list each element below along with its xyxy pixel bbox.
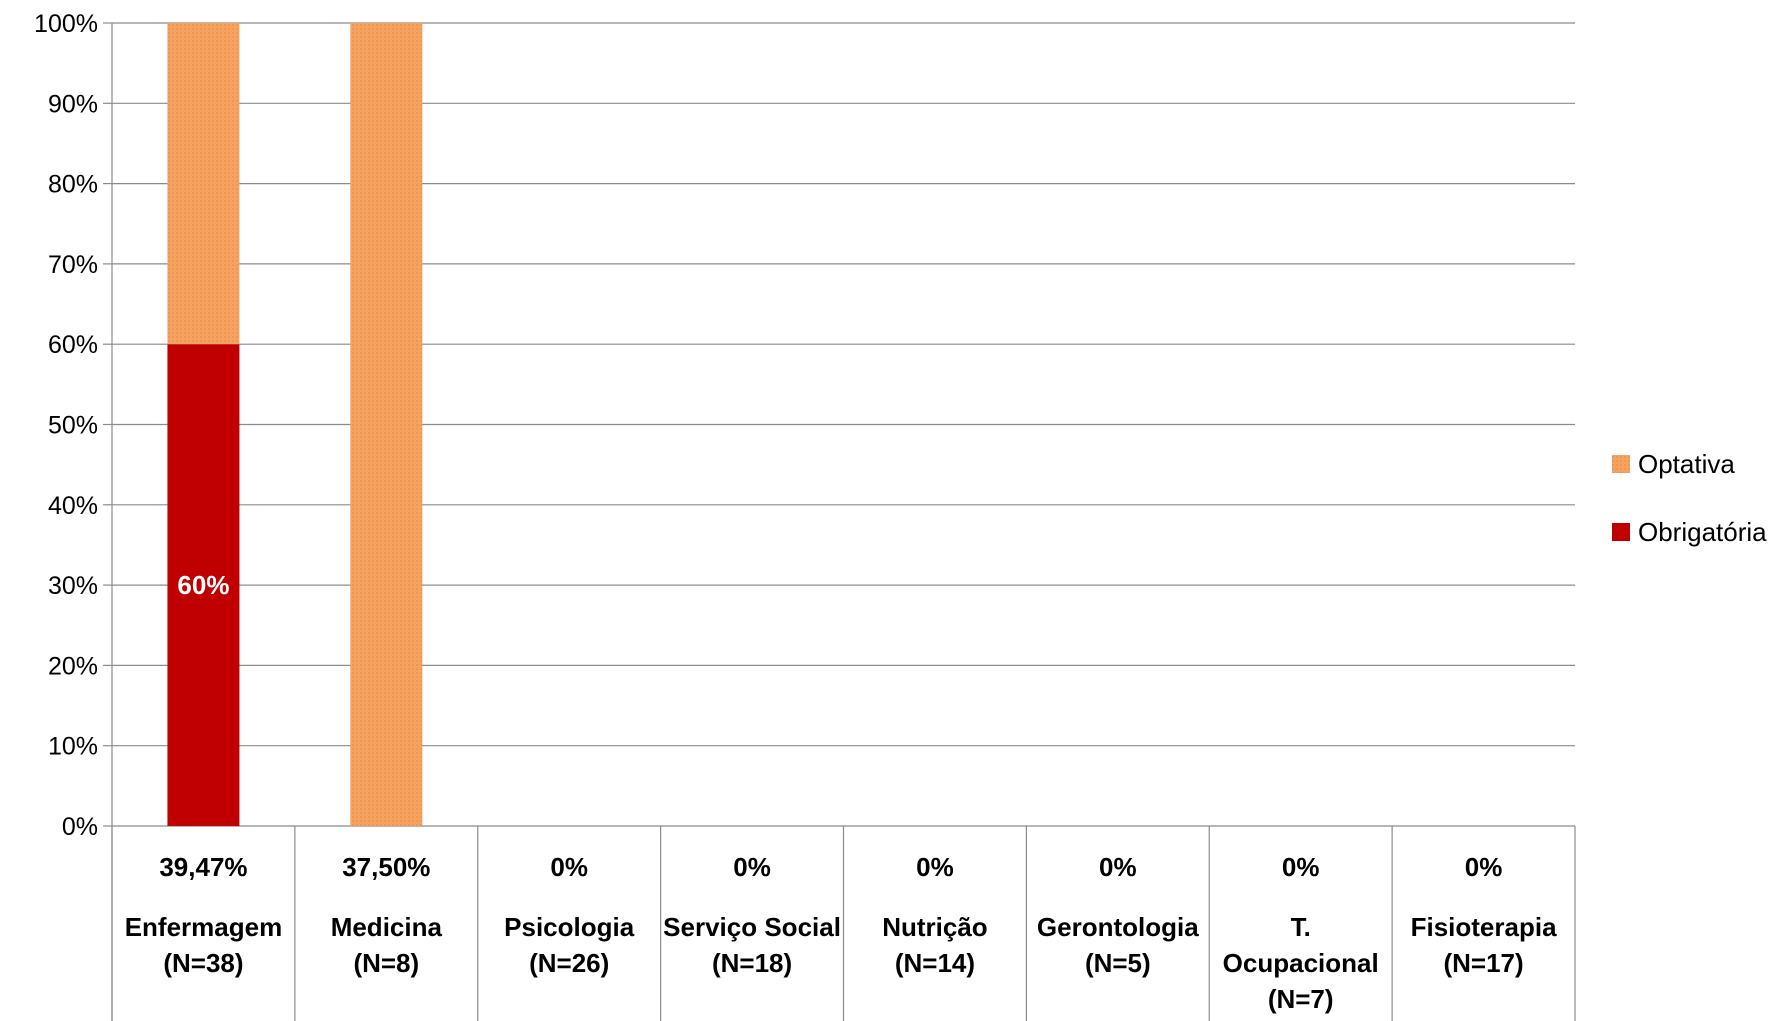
y-tick-label: 80% [48, 171, 98, 199]
category-percent-label: 0% [733, 852, 771, 882]
category-label: Ocupacional [1223, 948, 1379, 978]
y-tick-label: 20% [48, 652, 98, 680]
category-label: (N=26) [529, 948, 609, 978]
y-tick-label: 10% [48, 733, 98, 761]
bar-optativa [350, 23, 423, 826]
y-axis-ticks: 0% 10% 20% 30% 40% 50% 60% 70% 80% 90% 100% [34, 10, 113, 1021]
legend-swatch [1612, 523, 1630, 541]
category-label: Psicologia [504, 912, 635, 942]
y-tick-label: 0% [62, 813, 98, 841]
category-label: Serviço Social [663, 912, 841, 942]
category-label: T. [1291, 912, 1311, 942]
y-tick-label: 40% [48, 492, 98, 520]
x-axis: 39,47% Enfermagem (N=38) 37,50% Medicina (N=8… [111, 826, 1576, 1021]
category-label: (N=17) [1443, 948, 1523, 978]
category-label: Fisioterapia [1411, 912, 1557, 942]
legend-swatch [1612, 455, 1630, 473]
category-label: (N=18) [712, 948, 792, 978]
category-label: Gerontologia [1037, 912, 1199, 942]
category-percent-label: 0% [916, 852, 954, 882]
y-tick-label: 60% [48, 331, 98, 359]
category-label: (N=14) [895, 948, 975, 978]
y-tick-label: 90% [48, 90, 98, 118]
category-label: Enfermagem [125, 912, 283, 942]
legend: Optativa Obrigatória [1612, 449, 1767, 547]
category-percent-label: 0% [1099, 852, 1137, 882]
category-label: (N=7) [1268, 984, 1334, 1014]
category-percent-label: 37,50% [342, 852, 430, 882]
category-label: (N=38) [163, 948, 243, 978]
category-label: (N=5) [1085, 948, 1151, 978]
y-tick-label: 70% [48, 251, 98, 279]
category-label: Medicina [331, 912, 443, 942]
legend-label: Optativa [1638, 449, 1735, 479]
legend-label: Obrigatória [1638, 517, 1767, 547]
category-percent-label: 39,47% [159, 852, 247, 882]
bar-data-label: 60% [177, 570, 229, 600]
bar-obrigatria [167, 344, 240, 826]
data-labels: 60% [177, 570, 229, 600]
category-percent-label: 0% [1282, 852, 1320, 882]
y-tick-label: 30% [48, 572, 98, 600]
category-label: Nutrição [882, 912, 987, 942]
category-percent-label: 0% [1465, 852, 1503, 882]
category-percent-label: 0% [550, 852, 588, 882]
bar-optativa [167, 23, 240, 345]
y-tick-label: 100% [34, 10, 98, 38]
y-tick-label: 50% [48, 412, 98, 440]
bars [167, 23, 423, 826]
gridlines [112, 22, 1575, 827]
category-label: (N=8) [353, 948, 419, 978]
